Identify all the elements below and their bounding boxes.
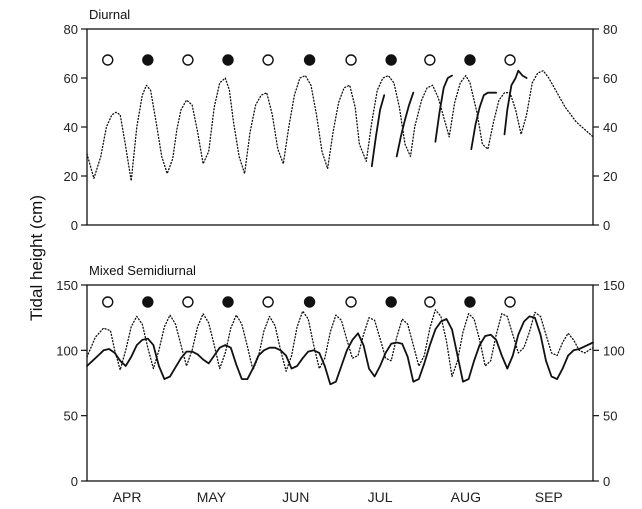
full-moon-marker [504,296,516,308]
solid-tide-series [434,74,453,143]
y-tick-label-right: 50 [603,409,617,424]
y-tick-label-left: 40 [64,120,78,135]
diurnal-moon-phases [102,54,516,66]
y-tick-label-left: 150 [56,278,78,293]
solid-tide-series [86,315,594,386]
dotted-tide-series [86,309,594,378]
y-tick-label-right: 0 [603,218,610,233]
y-tick-label-left: 60 [64,71,78,86]
diurnal-series [86,69,594,182]
new-moon-marker [222,54,234,66]
y-tick-label-right: 20 [603,169,617,184]
y-tick-label-left: 50 [64,409,78,424]
full-moon-marker [424,296,436,308]
full-moon-marker [262,54,274,66]
solid-tide-series [395,91,415,158]
month-label: MAY [197,489,227,505]
new-moon-marker [222,296,234,308]
full-moon-marker [262,296,274,308]
month-label: JUL [368,489,393,505]
new-moon-marker [303,54,316,66]
solid-tide-series [470,91,498,151]
solid-tide-series [503,69,528,136]
new-moon-marker [142,296,154,308]
month-label: SEP [535,489,563,505]
new-moon-marker [464,296,476,308]
full-moon-marker [182,296,194,308]
mixed-semidiurnal-moon-phases [102,296,516,308]
full-moon-marker [345,54,357,66]
new-moon-marker [385,296,397,308]
dotted-tide-series [86,70,594,182]
full-moon-marker [504,54,516,66]
new-moon-marker [303,296,316,308]
month-axis-labels: APR MAY JUN JUL AUG SEP [113,489,563,505]
month-label: APR [113,489,142,505]
full-moon-marker [345,296,357,308]
y-tick-label-left: 0 [71,218,78,233]
full-moon-marker [182,54,194,66]
mixed-semidiurnal-series [86,309,594,386]
mixed-semidiurnal-axis-ticks: 0 0 50 50 100 100 150 150 [56,278,624,489]
y-tick-label-left: 0 [71,474,78,489]
mixed-semidiurnal-plot-frame [86,284,594,482]
mixed-semidiurnal-panel: Mixed Semidiurnal 0 0 50 50 100 100 150 150 [56,263,624,489]
y-tick-label-right: 100 [603,343,625,358]
month-label: AUG [451,489,481,505]
mixed-semidiurnal-panel-title: Mixed Semidiurnal [89,263,196,278]
diurnal-panel: Diurnal 0 0 20 20 40 40 60 60 80 80 [64,7,618,233]
y-tick-label-right: 40 [603,120,617,135]
y-tick-label-left: 20 [64,169,78,184]
y-tick-label-right: 0 [603,474,610,489]
full-moon-marker [424,54,436,66]
y-tick-label-right: 150 [603,278,625,293]
full-moon-marker [102,296,114,308]
y-tick-label-right: 80 [603,22,617,37]
month-label: JUN [282,489,309,505]
diurnal-plot-frame [86,28,594,226]
full-moon-marker [102,54,114,66]
new-moon-marker [464,54,476,66]
new-moon-marker [142,54,154,66]
diurnal-panel-title: Diurnal [89,7,130,22]
diurnal-axis-ticks: 0 0 20 20 40 40 60 60 80 80 [64,22,618,233]
y-tick-label-left: 100 [56,343,78,358]
new-moon-marker [385,54,397,66]
y-tick-label-right: 60 [603,71,617,86]
y-tick-label-left: 80 [64,22,78,37]
y-axis-label: Tidal height (cm) [27,195,46,321]
solid-tide-series [370,94,386,168]
